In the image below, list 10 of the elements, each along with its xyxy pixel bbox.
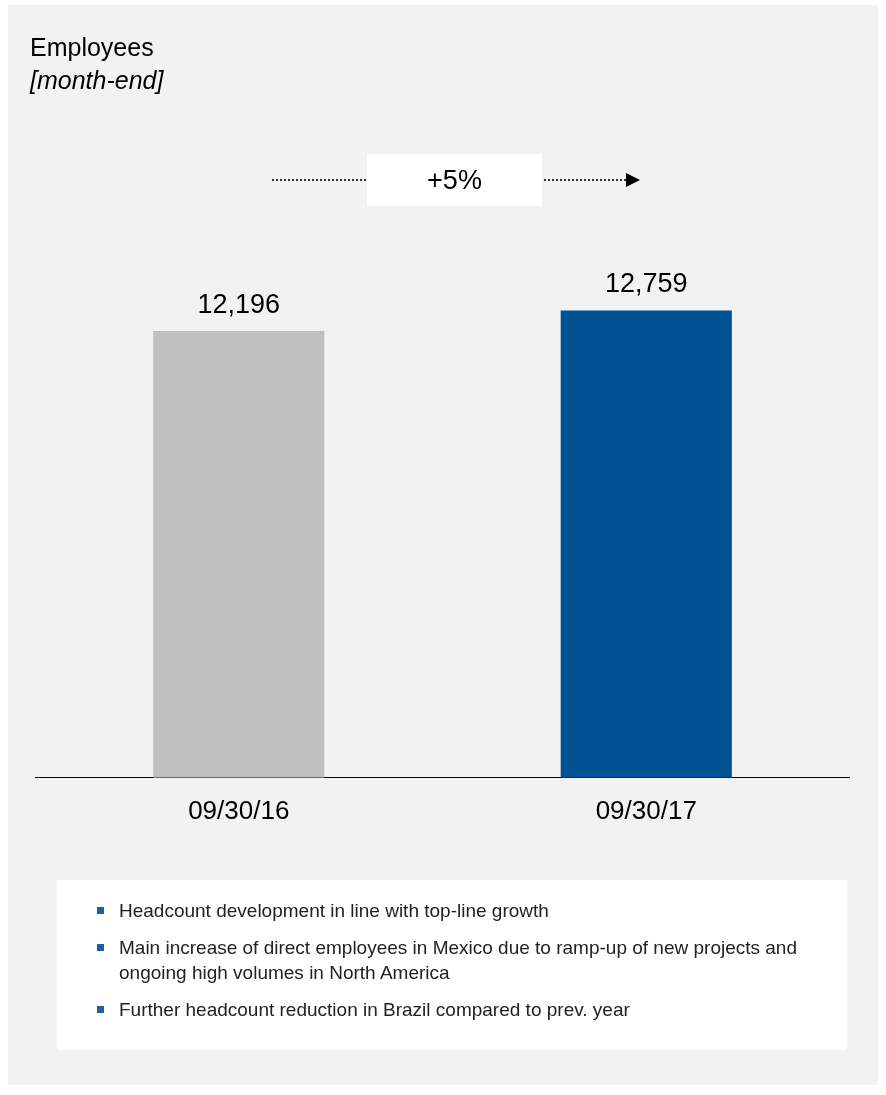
data-label: 12,196 [197,289,281,320]
x-tick-label: 09/30/17 [595,794,697,825]
data-label: 12,759 [604,268,688,299]
chart-title: Employees [30,33,155,62]
text: Headcount development in line with top-line growth [119,900,549,921]
text: Main increase of direct employees in Mexico due to ramp-up of new projects and ongoing high volumes in North America [119,937,798,983]
text: +5% [367,154,542,206]
text: Further headcount reduction in Brazil compared to prev. year [119,999,630,1020]
chart-subtitle: [month-end] [30,66,164,95]
x-tick-label: 09/30/16 [188,794,290,825]
